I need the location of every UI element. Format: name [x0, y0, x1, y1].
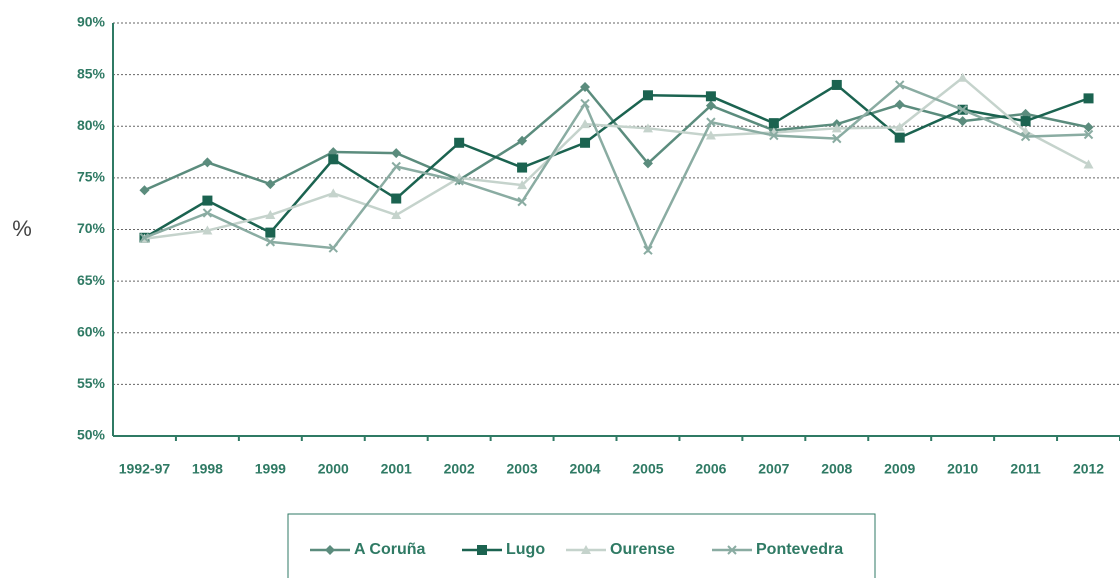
marker — [1083, 129, 1094, 140]
marker — [580, 137, 591, 148]
marker — [202, 195, 213, 206]
marker — [325, 545, 335, 555]
marker — [202, 208, 213, 218]
marker — [894, 99, 905, 110]
marker — [517, 180, 528, 190]
legend-label: Lugo — [506, 541, 545, 558]
marker — [517, 162, 528, 173]
marker — [894, 122, 905, 132]
marker — [894, 132, 905, 143]
marker — [328, 154, 339, 165]
legend-box — [287, 513, 876, 578]
marker — [265, 210, 276, 220]
x-tick-label: 2007 — [758, 461, 789, 477]
y-tick-label: 80% — [77, 117, 106, 133]
marker — [391, 193, 402, 204]
x-tick-label: 2005 — [632, 461, 663, 477]
series-line — [144, 76, 1090, 241]
marker — [642, 123, 653, 133]
y-axis-label: % — [12, 216, 32, 241]
marker — [1083, 93, 1094, 104]
x-tick-label: 2000 — [318, 461, 349, 477]
y-tick-label: 60% — [77, 323, 106, 339]
x-tick-label: 2004 — [569, 461, 600, 477]
marker — [454, 137, 465, 148]
marker — [831, 123, 842, 133]
marker — [643, 245, 653, 255]
marker — [139, 233, 150, 243]
marker — [705, 130, 716, 140]
x-tick-label: 2001 — [381, 461, 412, 477]
marker — [642, 158, 653, 169]
marker — [328, 243, 338, 253]
marker — [581, 545, 591, 554]
x-tick-label: 2012 — [1073, 461, 1104, 477]
marker — [1020, 131, 1031, 142]
marker — [391, 210, 402, 220]
marker — [895, 80, 905, 90]
marker — [202, 225, 213, 235]
marker — [265, 179, 276, 190]
x-tick-label: 2008 — [821, 461, 852, 477]
legend-label: A Coruña — [354, 541, 426, 558]
marker — [642, 90, 653, 101]
marker — [139, 185, 150, 196]
x-tick-label: 1992-97 — [119, 461, 171, 477]
series-line — [144, 83, 1089, 254]
marker — [328, 188, 339, 198]
marker — [957, 116, 968, 127]
x-tick-label: 2011 — [1010, 461, 1041, 477]
marker — [1083, 122, 1094, 133]
marker — [832, 133, 842, 144]
marker — [454, 176, 464, 186]
marker — [391, 161, 401, 172]
x-tick-label: 2002 — [444, 461, 475, 477]
legend-label: Ourense — [610, 541, 675, 558]
marker — [265, 227, 276, 238]
marker — [202, 157, 213, 168]
series-line — [143, 83, 1089, 239]
marker — [705, 100, 716, 111]
x-tick-label: 2006 — [695, 461, 726, 477]
marker — [768, 118, 779, 129]
marker — [727, 545, 737, 555]
marker — [705, 91, 716, 102]
marker — [265, 237, 276, 247]
y-tick-label: 90% — [77, 14, 106, 30]
marker — [831, 79, 842, 90]
marker — [957, 105, 968, 115]
marker — [769, 130, 779, 141]
marker — [1083, 159, 1094, 169]
marker — [517, 135, 528, 146]
legend-label: Pontevedra — [756, 541, 843, 558]
y-tick-label: 50% — [77, 427, 106, 443]
marker — [957, 72, 968, 82]
x-tick-label: 1998 — [192, 461, 223, 477]
marker — [580, 82, 591, 93]
y-tick-label: 55% — [77, 375, 106, 391]
x-tick-label: 2010 — [947, 461, 978, 477]
y-tick-label: 75% — [77, 169, 106, 185]
x-tick-label: 2009 — [884, 461, 915, 477]
marker — [706, 117, 716, 127]
marker — [391, 148, 402, 159]
marker — [580, 98, 590, 109]
y-tick-label: 70% — [77, 220, 106, 236]
marker — [517, 196, 527, 207]
marker — [1020, 116, 1031, 127]
marker — [580, 119, 591, 129]
y-tick-label: 85% — [77, 65, 106, 81]
marker — [477, 545, 487, 555]
x-tick-label: 2003 — [507, 461, 538, 477]
x-tick-label: 1999 — [255, 461, 286, 477]
y-tick-label: 65% — [77, 272, 106, 288]
